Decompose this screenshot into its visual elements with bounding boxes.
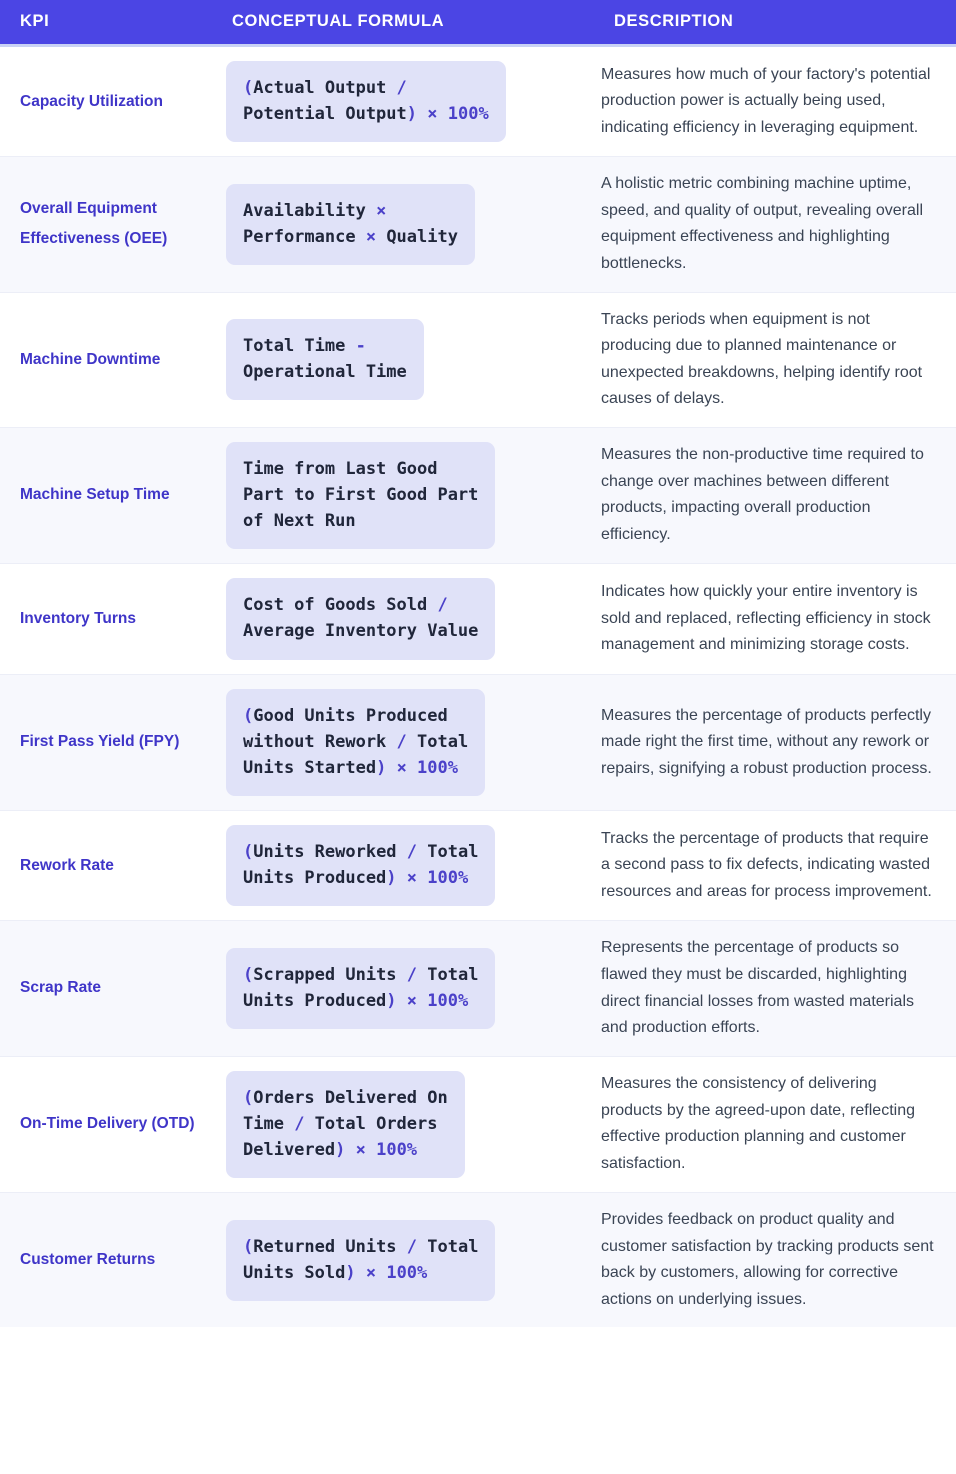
kpi-name: Customer Returns — [20, 1251, 156, 1269]
formula-text: Availability × Performance × Quality — [243, 200, 458, 247]
kpi-name: Machine Setup Time — [20, 486, 170, 504]
formula-text: Cost of Goods Sold / Average Inventory V… — [243, 595, 479, 642]
kpi-name: Inventory Turns — [20, 609, 136, 627]
formula-text: Time from Last Good Part to First Good P… — [243, 458, 479, 532]
description-text: Provides feedback on product quality and… — [601, 1211, 934, 1308]
kpi-name: On-Time Delivery (OTD) — [20, 1115, 195, 1133]
formula-text: (Returned Units / Total Units Sold) × 10… — [243, 1236, 479, 1283]
table-row: On-Time Delivery (OTD) (Orders Delivered … — [0, 1056, 956, 1193]
table-row: Machine Downtime Total Time - Operational… — [0, 292, 956, 428]
formula-cell: (Scrapped Units / Total Units Produced) … — [212, 921, 594, 1056]
table-row: First Pass Yield (FPY) (Good Units Produc… — [0, 674, 956, 811]
formula-cell: (Orders Delivered On Time / Total Orders… — [212, 1056, 594, 1193]
table-row: Rework Rate (Units Reworked / Total Units… — [0, 810, 956, 921]
formula-text: (Units Reworked / Total Units Produced) … — [243, 842, 479, 889]
kpi-name-cell: Inventory Turns — [0, 564, 212, 674]
formula-cell: (Returned Units / Total Units Sold) × 10… — [212, 1193, 594, 1328]
description-text: A holistic metric combining machine upti… — [601, 175, 923, 272]
kpi-name: Machine Downtime — [20, 350, 161, 368]
formula-cell: (Actual Output / Potential Output) × 100… — [212, 46, 594, 157]
formula-cell: (Units Reworked / Total Units Produced) … — [212, 811, 594, 921]
column-header-kpi: KPI — [0, 0, 212, 47]
table-row: Inventory Turns Cost of Goods Sold / Aver… — [0, 563, 956, 675]
formula-box: Time from Last Good Part to First Good P… — [226, 441, 496, 550]
description-text: Measures the percentage of products perf… — [601, 706, 932, 777]
table-row: Capacity Utilization (Actual Output / Pot… — [0, 45, 956, 157]
kpi-name: Rework Rate — [20, 856, 114, 874]
kpi-name: First Pass Yield (FPY) — [20, 733, 180, 751]
table-row: Scrap Rate (Scrapped Units / Total Units … — [0, 920, 956, 1057]
formula-box: Cost of Goods Sold / Average Inventory V… — [226, 578, 496, 660]
formula-cell: (Good Units Produced without Rework / To… — [212, 674, 594, 811]
formula-text: (Actual Output / Potential Output) × 100… — [243, 78, 489, 125]
formula-cell: Total Time - Operational Time — [212, 292, 594, 427]
table-header: KPI CONCEPTUAL FORMULA DESCRIPTION — [0, 0, 956, 47]
formula-box: (Units Reworked / Total Units Produced) … — [226, 825, 496, 907]
formula-cell: Availability × Performance × Quality — [212, 157, 594, 292]
formula-box: (Good Units Produced without Rework / To… — [226, 688, 486, 797]
kpi-name: Overall Equipment Effectiveness (OEE) — [20, 200, 168, 248]
table-row: Overall Equipment Effectiveness (OEE) Ava… — [0, 156, 956, 293]
formula-text: (Orders Delivered On Time / Total Orders… — [243, 1087, 448, 1160]
description-text: Represents the percentage of products so… — [601, 939, 915, 1037]
kpi-name-cell: On-Time Delivery (OTD) — [0, 1056, 212, 1193]
kpi-name-cell: Scrap Rate — [0, 921, 212, 1056]
description-cell: Tracks periods when equipment is not pro… — [594, 292, 956, 427]
formula-text: (Good Units Produced without Rework / To… — [243, 705, 469, 778]
kpi-name-cell: Machine Downtime — [0, 292, 212, 427]
table-body: Capacity Utilization (Actual Output / Pot… — [0, 45, 956, 1328]
description-text: Measures how much of your factory's pote… — [601, 65, 931, 136]
description-text: Indicates how quickly your entire invent… — [601, 583, 931, 654]
formula-text: Total Time - Operational Time — [243, 335, 407, 383]
description-text: Tracks the percentage of products that r… — [601, 829, 932, 901]
description-text: Measures the non-productive time require… — [601, 446, 924, 544]
description-cell: Provides feedback on product quality and… — [594, 1193, 956, 1328]
description-text: Measures the consistency of delivering p… — [601, 1075, 915, 1172]
column-header-conceptual-formula: CONCEPTUAL FORMULA — [212, 0, 594, 47]
column-header-description: DESCRIPTION — [594, 0, 956, 47]
table-row: Customer Returns (Returned Units / Total … — [0, 1192, 956, 1328]
formula-cell: Time from Last Good Part to First Good P… — [212, 427, 594, 564]
description-cell: Measures the consistency of delivering p… — [594, 1056, 956, 1193]
kpi-definitions-table: KPI CONCEPTUAL FORMULA DESCRIPTION Capac… — [0, 0, 956, 1328]
table-header-row: KPI CONCEPTUAL FORMULA DESCRIPTION — [0, 0, 956, 47]
description-cell: Measures the non-productive time require… — [594, 427, 956, 564]
description-cell: A holistic metric combining machine upti… — [594, 157, 956, 292]
kpi-name-cell: Capacity Utilization — [0, 46, 212, 157]
kpi-name-cell: Machine Setup Time — [0, 427, 212, 564]
description-cell: Indicates how quickly your entire invent… — [594, 564, 956, 674]
formula-box: Availability × Performance × Quality — [226, 183, 475, 266]
formula-box: (Orders Delivered On Time / Total Orders… — [226, 1070, 465, 1179]
description-cell: Measures the percentage of products perf… — [594, 674, 956, 811]
formula-box: (Scrapped Units / Total Units Produced) … — [226, 947, 496, 1030]
formula-box: (Actual Output / Potential Output) × 100… — [226, 61, 506, 143]
description-cell: Measures how much of your factory's pote… — [594, 46, 956, 157]
kpi-name-cell: Overall Equipment Effectiveness (OEE) — [0, 157, 212, 292]
formula-box: Total Time - Operational Time — [226, 318, 424, 401]
kpi-name-cell: First Pass Yield (FPY) — [0, 674, 212, 811]
kpi-name-cell: Rework Rate — [0, 811, 212, 921]
table-row: Machine Setup Time Time from Last Good Pa… — [0, 427, 956, 564]
formula-cell: Cost of Goods Sold / Average Inventory V… — [212, 564, 594, 674]
description-cell: Represents the percentage of products so… — [594, 921, 956, 1056]
formula-text: (Scrapped Units / Total Units Produced) … — [243, 964, 479, 1012]
kpi-name: Scrap Rate — [20, 979, 101, 997]
formula-box: (Returned Units / Total Units Sold) × 10… — [226, 1219, 496, 1301]
description-cell: Tracks the percentage of products that r… — [594, 811, 956, 921]
kpi-name: Capacity Utilization — [20, 92, 163, 110]
description-text: Tracks periods when equipment is not pro… — [601, 310, 923, 408]
kpi-name-cell: Customer Returns — [0, 1193, 212, 1328]
